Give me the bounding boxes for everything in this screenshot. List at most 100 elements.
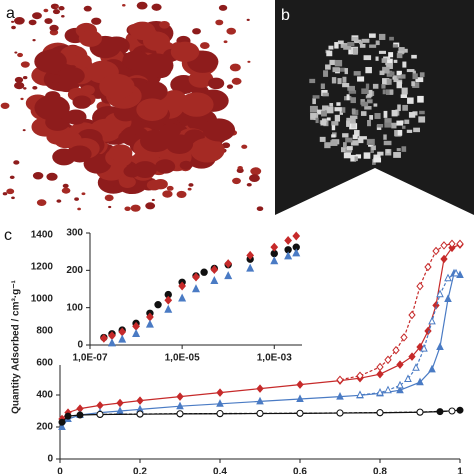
blob	[139, 53, 174, 78]
speckle	[343, 152, 351, 159]
speckle	[359, 43, 366, 48]
blob	[62, 183, 69, 188]
x-tick-label: 0.8	[373, 467, 387, 474]
series-line	[359, 272, 457, 396]
marker	[58, 418, 66, 426]
blob	[99, 73, 135, 100]
speckle	[351, 37, 359, 41]
marker	[284, 236, 292, 245]
speckle	[365, 83, 370, 89]
speckle	[342, 133, 349, 138]
marker	[96, 401, 104, 410]
blob	[17, 52, 23, 58]
speckle	[419, 110, 425, 115]
inset-chart: 0 100 200 300 1,0E-07 1,0E-05 1,0E-03	[54, 225, 310, 365]
blob	[159, 20, 170, 29]
speckle	[398, 47, 405, 54]
blob	[177, 114, 191, 124]
marker	[100, 333, 108, 343]
blob	[223, 40, 228, 44]
blob	[145, 202, 156, 210]
blob	[170, 41, 200, 63]
speckle	[330, 140, 338, 146]
marker	[96, 410, 104, 418]
marker	[408, 310, 416, 320]
speckle	[350, 140, 359, 146]
series-line	[339, 243, 460, 381]
blob	[61, 14, 65, 18]
speckle	[342, 142, 347, 148]
speckle	[312, 98, 316, 105]
speckle	[324, 142, 331, 149]
blob	[72, 95, 92, 109]
speckle	[402, 61, 407, 68]
speckle	[382, 78, 390, 85]
speckle	[365, 95, 372, 99]
marker	[448, 407, 456, 415]
marker	[416, 342, 424, 352]
blob	[72, 54, 92, 68]
marker	[210, 265, 219, 275]
speckle	[391, 109, 398, 117]
speckle	[325, 64, 331, 70]
marker	[376, 409, 384, 417]
blob	[108, 144, 133, 162]
marker	[412, 363, 420, 371]
speckle	[331, 77, 337, 84]
speckle	[396, 74, 403, 79]
speckle	[404, 48, 408, 53]
speckle	[329, 102, 334, 107]
speckle	[347, 85, 355, 91]
blob	[241, 144, 248, 149]
marker	[136, 396, 144, 405]
speckle	[391, 122, 397, 129]
blob	[32, 39, 36, 42]
speckle	[383, 140, 392, 146]
marker	[444, 294, 452, 302]
blob	[32, 86, 38, 90]
speckle	[415, 77, 424, 83]
speckle	[326, 117, 331, 121]
speckle	[312, 95, 320, 99]
speckle	[386, 149, 390, 154]
speckle	[373, 103, 378, 107]
blob	[136, 98, 169, 122]
speckle	[412, 82, 420, 88]
blob	[136, 1, 148, 10]
marker	[408, 352, 416, 361]
marker	[216, 388, 224, 397]
speckle	[367, 99, 373, 104]
marker	[76, 411, 84, 419]
speckle	[349, 118, 356, 124]
blob	[118, 130, 137, 144]
speckle	[369, 115, 374, 120]
speckle	[365, 66, 372, 74]
marker	[154, 300, 162, 309]
blob	[14, 76, 24, 83]
blob	[229, 63, 241, 72]
marker	[296, 380, 304, 389]
blob	[22, 76, 28, 80]
speckle	[417, 95, 424, 103]
speckle	[319, 136, 326, 142]
speckle	[345, 137, 353, 143]
blob	[124, 206, 131, 211]
blob	[208, 77, 225, 90]
x-tick-label: 0.2	[133, 467, 147, 474]
speckle	[355, 154, 362, 159]
blob	[187, 187, 192, 191]
x-tick-label: 1	[457, 467, 463, 474]
speckle	[346, 117, 352, 122]
x-tick-label: 1,0E-07	[72, 353, 107, 364]
marker	[436, 342, 444, 350]
blob	[74, 197, 79, 201]
speckle	[321, 110, 327, 117]
blob	[199, 42, 210, 50]
speckle	[361, 38, 370, 43]
y-tick-label: 0	[47, 454, 53, 465]
y-tick-label: 400	[36, 390, 53, 401]
speckle	[354, 156, 358, 162]
speckle	[408, 112, 416, 118]
blob	[192, 28, 201, 35]
marker	[118, 334, 127, 343]
